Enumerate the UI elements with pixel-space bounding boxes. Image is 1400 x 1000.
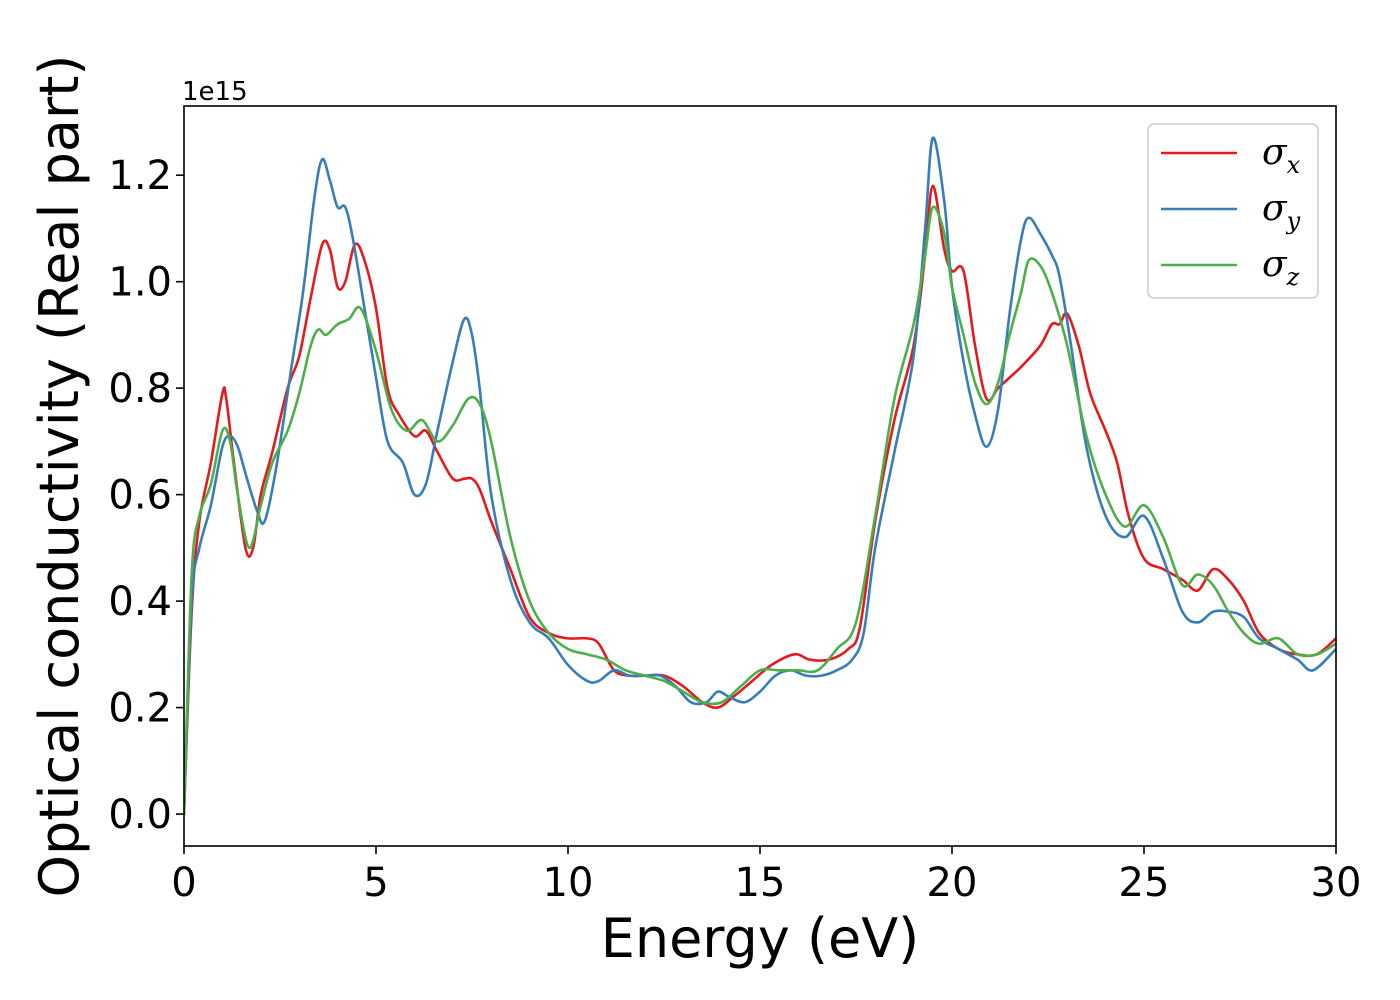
y-axis-title: Optical conductivity (Real part) xyxy=(28,55,91,898)
x-tick-label: 0 xyxy=(171,860,196,906)
y-axis-ticks: 0.0 0.2 0.4 0.6 0.8 1.0 1.2 xyxy=(108,153,184,838)
y-tick-label: 0.0 xyxy=(108,792,172,838)
y-tick-label: 0.4 xyxy=(108,579,172,625)
x-tick-label: 30 xyxy=(1311,860,1362,906)
y-tick-label: 0.8 xyxy=(108,366,172,412)
x-tick-label: 10 xyxy=(543,860,594,906)
x-tick-label: 20 xyxy=(927,860,978,906)
series-layer xyxy=(184,136,1336,816)
legend-box xyxy=(1147,123,1319,299)
x-tick-label: 15 xyxy=(735,860,786,906)
y-offset-label: 1e15 xyxy=(182,77,248,107)
x-axis-title: Energy (eV) xyxy=(601,907,920,970)
series-line-y xyxy=(184,136,1336,816)
x-tick-label: 25 xyxy=(1119,860,1170,906)
legend-subscript: y xyxy=(1286,207,1301,235)
y-tick-label: 0.2 xyxy=(108,686,172,732)
y-tick-label: 1.2 xyxy=(108,153,172,199)
x-axis-ticks: 0 5 10 15 20 25 30 xyxy=(171,846,1361,906)
series-line-z xyxy=(184,205,1336,816)
legend-subscript: z xyxy=(1286,263,1300,291)
x-tick-label: 5 xyxy=(363,860,388,906)
legend-subscript: x xyxy=(1287,151,1301,179)
series-line-x xyxy=(184,184,1336,816)
y-tick-label: 1.0 xyxy=(108,260,172,306)
plot-area xyxy=(184,106,1336,846)
y-tick-label: 0.6 xyxy=(108,473,172,519)
